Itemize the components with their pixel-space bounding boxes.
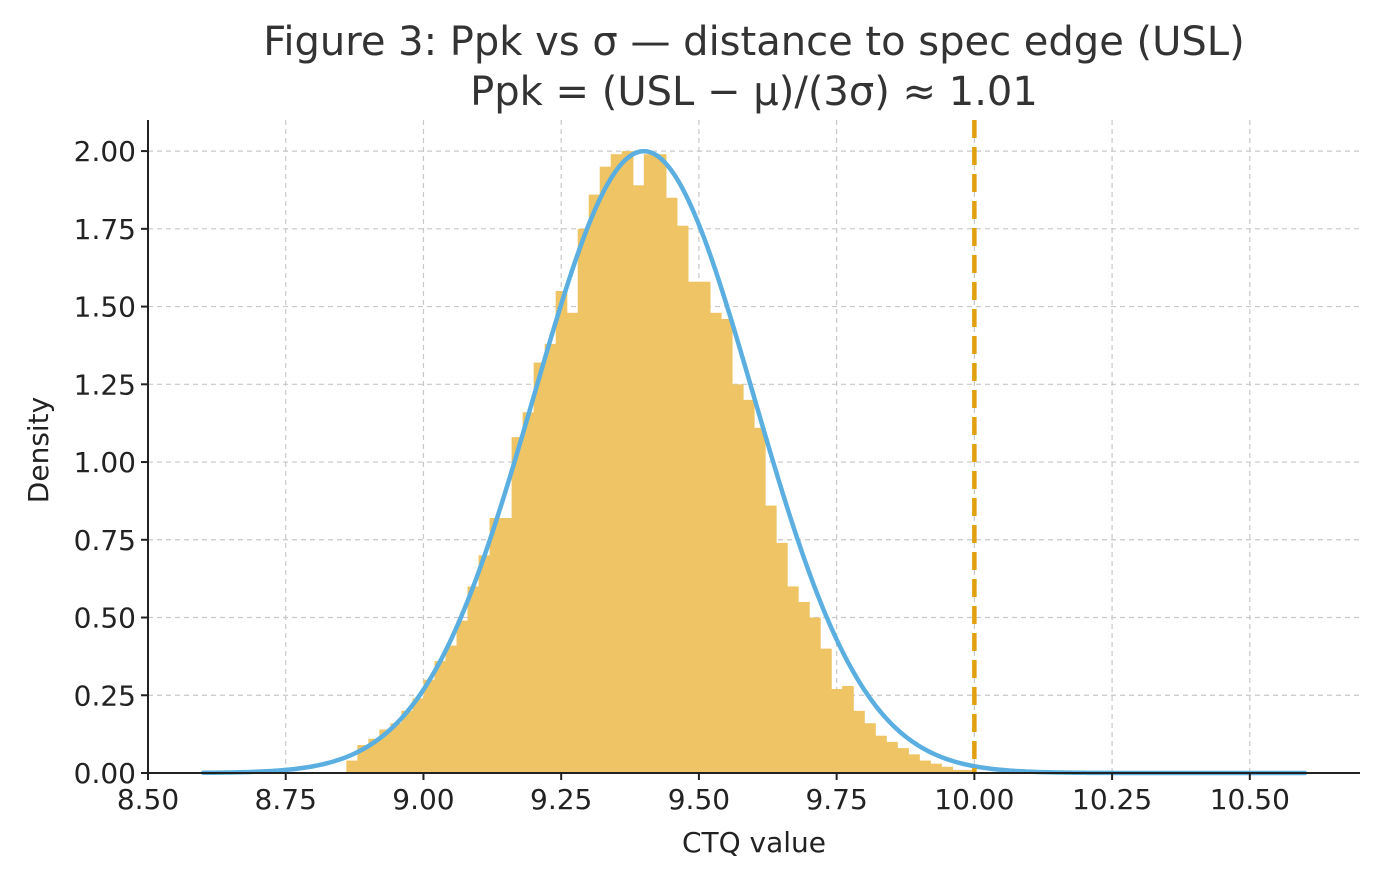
histogram-bar (798, 601, 810, 773)
histogram-bar (522, 412, 535, 773)
histogram-bar (610, 154, 623, 773)
histogram-bar (787, 586, 799, 773)
histogram-bar (434, 661, 447, 773)
y-tick-label: 1.25 (74, 368, 136, 401)
histogram-bar (765, 505, 777, 773)
histogram-bar (820, 648, 832, 773)
histogram-bar (489, 518, 502, 773)
histogram-bar (643, 154, 656, 773)
histogram-bar (952, 769, 964, 773)
y-axis-label: Density (22, 397, 55, 503)
y-tick-label: 0.50 (74, 602, 136, 635)
x-tick-label: 9.50 (668, 783, 730, 816)
histogram-bar (566, 312, 579, 773)
histogram-bar (456, 620, 469, 773)
histogram-bar (533, 362, 546, 773)
y-tick-label: 0.75 (74, 524, 136, 557)
histogram-bar (842, 685, 854, 773)
x-tick-label: 10.50 (1210, 783, 1290, 816)
chart-title: Figure 3: Ppk vs σ — distance to spec ed… (263, 19, 1244, 65)
histogram-bar (588, 194, 601, 774)
y-tick-label: 1.50 (74, 291, 136, 324)
histogram-bar (511, 437, 524, 773)
histogram-bar (390, 723, 403, 773)
histogram-bar (742, 399, 755, 773)
y-tick-label: 2.00 (74, 135, 136, 168)
histogram-bar (776, 542, 788, 773)
x-tick-label: 10.25 (1072, 783, 1152, 816)
histogram-bar (577, 228, 590, 774)
histogram-bar (654, 154, 667, 773)
histogram-bar (731, 384, 744, 773)
histogram-bar (423, 679, 436, 773)
histogram-bar (709, 312, 722, 773)
histogram-bar (357, 745, 369, 773)
histogram-bar (500, 518, 513, 773)
histogram-bar (467, 586, 480, 773)
histogram-bar (599, 166, 612, 774)
histogram-bar (720, 319, 733, 773)
chart-subtitle: Ppk = (USL − μ)/(3σ) ≈ 1.01 (470, 69, 1038, 115)
histogram-bar (886, 741, 898, 773)
histogram-bar (908, 754, 920, 773)
histogram-bar (941, 766, 953, 773)
x-tick-label: 9.25 (530, 783, 592, 816)
histogram-bar (864, 723, 876, 773)
x-tick-label: 8.75 (255, 783, 317, 816)
histogram-bar (445, 645, 458, 773)
y-tick-label: 0.00 (74, 757, 136, 790)
histogram-bar (621, 151, 634, 774)
x-tick-label: 9.75 (805, 783, 867, 816)
histogram-bar (963, 769, 975, 773)
x-tick-label: 8.50 (117, 783, 179, 816)
y-tick-label: 1.00 (74, 446, 136, 479)
histogram-bar (754, 427, 766, 773)
x-tick-label: 10.00 (934, 783, 1014, 816)
tick-labels: 8.50 8.75 9.00 9.25 9.50 9.75 10.00 10.25 10.50 0… (74, 135, 1290, 816)
histogram-bar (346, 760, 358, 773)
axes (141, 120, 1360, 780)
histogram-bar (698, 281, 711, 773)
histogram-bar (930, 763, 942, 773)
y-tick-label: 0.25 (74, 679, 136, 712)
histogram-bars (346, 151, 975, 774)
histogram-bar (831, 689, 843, 773)
histogram-bar (919, 760, 931, 773)
histogram-bar (379, 729, 391, 773)
histogram-bar (897, 748, 909, 773)
histogram-bar (687, 281, 700, 773)
histogram-bar (853, 710, 865, 773)
histogram-bar (809, 617, 821, 773)
x-tick-label: 9.00 (392, 783, 454, 816)
histogram-bar (665, 197, 678, 773)
y-tick-label: 1.75 (74, 213, 136, 246)
histogram-bar (544, 343, 557, 773)
histogram-bar (632, 185, 645, 774)
x-axis-label: CTQ value (682, 826, 826, 859)
histogram-bar (412, 698, 425, 773)
histogram-bar (401, 710, 414, 773)
histogram-bar (478, 555, 491, 773)
histogram-bar (676, 225, 689, 773)
histogram-bar (368, 738, 380, 773)
histogram-bar (555, 291, 568, 773)
histogram-bar (875, 735, 887, 773)
